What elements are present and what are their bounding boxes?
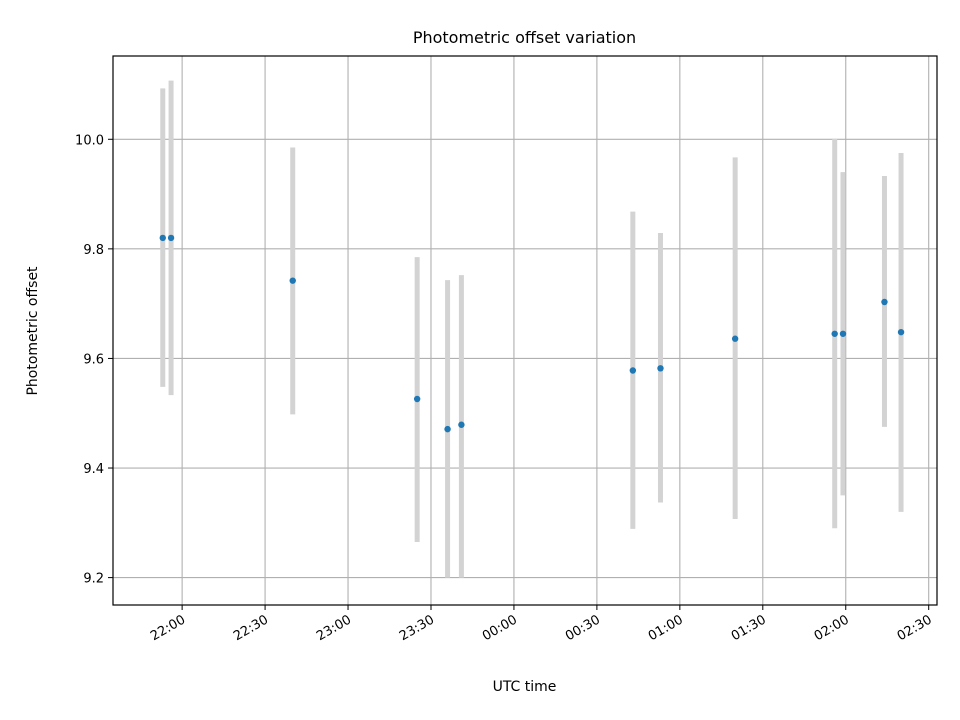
- data-point: [167, 234, 175, 242]
- x-axis-label: UTC time: [493, 679, 557, 695]
- y-axis-label: Photometric offset: [25, 266, 41, 396]
- x-tick-label: 01:30: [729, 612, 769, 644]
- data-point: [444, 425, 451, 433]
- x-tick-label: 00:00: [480, 612, 520, 644]
- x-tick-label: 02:30: [895, 612, 935, 644]
- data-point: [458, 421, 465, 428]
- data-point: [831, 330, 838, 337]
- data-point: [657, 365, 664, 372]
- data-point: [897, 328, 905, 336]
- plot-frame: [112, 55, 938, 606]
- error-bars: [160, 80, 904, 578]
- x-tick-label: 00:30: [563, 612, 603, 644]
- y-axis-ticks: 9.2 9.4 9.6 9.8 10.0: [75, 133, 113, 587]
- grid-lines: [113, 56, 937, 605]
- y-tick-label: 10.0: [75, 133, 104, 148]
- x-tick-label: 22:30: [231, 612, 271, 644]
- data-point: [413, 395, 421, 403]
- data-point: [881, 298, 888, 306]
- chart-title: Photometric offset variation: [413, 28, 636, 47]
- data-point: [839, 330, 847, 337]
- y-tick-label: 9.6: [83, 352, 104, 367]
- y-tick-label: 9.4: [83, 462, 104, 477]
- data-point: [159, 234, 166, 242]
- data-point: [289, 277, 296, 284]
- x-tick-label: 02:00: [812, 612, 852, 644]
- x-tick-label: 23:30: [397, 612, 437, 644]
- x-axis-ticks: 22:00 22:30 23:00 23:30 00:00 00:30 01:00 01:30…: [148, 605, 935, 644]
- x-tick-label: 01:00: [646, 612, 686, 644]
- data-point: [629, 367, 637, 374]
- data-points: [159, 234, 905, 433]
- y-tick-label: 9.8: [83, 243, 104, 258]
- y-tick-label: 9.2: [83, 572, 104, 587]
- x-tick-label: 22:00: [148, 612, 188, 644]
- x-tick-label: 23:00: [314, 612, 354, 644]
- data-point: [731, 335, 739, 342]
